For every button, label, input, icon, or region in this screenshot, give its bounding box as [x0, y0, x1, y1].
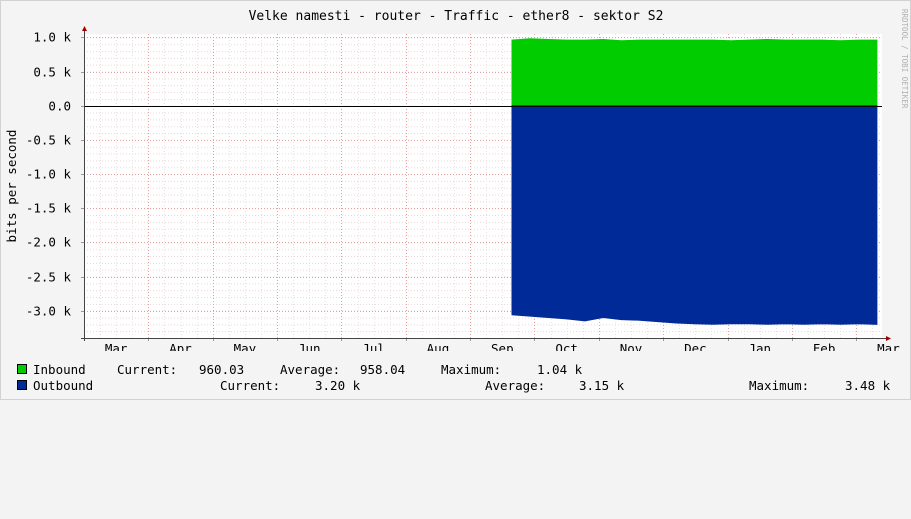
y-tick-label: 1.0 k	[33, 30, 71, 45]
inbound-swatch	[17, 364, 27, 374]
outbound-current-label: Current:	[220, 378, 281, 393]
x-tick-label: Jun	[298, 341, 321, 351]
x-axis-arrow	[886, 336, 891, 341]
x-tick-label: Mar	[105, 341, 128, 351]
legend-row-inbound: Inbound Current: 960.03 Average: 958.04 …	[17, 363, 582, 503]
y-tick-label: 0.5 k	[33, 65, 71, 80]
inbound-current-value: 960.03	[199, 362, 245, 377]
x-tick-label: Jul	[362, 341, 385, 351]
y-tick-label: -1.0 k	[26, 167, 72, 182]
inbound-average-label: Average:	[280, 362, 341, 377]
inbound-average-value: 958.04	[360, 362, 406, 377]
inbound-current-label: Current:	[117, 362, 178, 377]
outbound-name: Outbound	[33, 378, 94, 393]
series-area-outbound	[511, 105, 878, 325]
inbound-maximum-label: Maximum:	[441, 362, 502, 377]
x-tick-label: Oct	[555, 341, 578, 351]
inbound-maximum-value: 1.04 k	[537, 362, 583, 377]
outbound-average-value: 3.15 k	[579, 378, 625, 393]
traffic-chart: 1.0 k 0.5 k 0.0 -0.5 k -1.0 k -1.5 k -2.0 k -2.…	[4, 9, 909, 351]
outbound-average-label: Average:	[485, 378, 546, 393]
x-tick-label: May	[234, 341, 257, 351]
y-tick-label: 0.0	[48, 99, 71, 114]
y-tick-label: -2.5 k	[26, 270, 72, 285]
x-tick-label: Mar	[877, 341, 900, 351]
outbound-maximum-label: Maximum:	[749, 378, 810, 393]
outbound-current-value: 3.20 k	[315, 378, 361, 393]
chart-title: Velke namesti - router - Traffic - ether…	[249, 9, 664, 24]
x-tick-label: Nov	[620, 341, 643, 351]
y-tick-label: -0.5 k	[26, 133, 72, 148]
y-axis-label: bits per second	[4, 130, 19, 243]
outbound-maximum-value: 3.48 k	[845, 378, 891, 393]
x-tick-label: Dec	[684, 341, 707, 351]
x-tick-label: Jan	[748, 341, 771, 351]
x-tick-label: Aug	[427, 341, 450, 351]
x-tick-label: Apr	[169, 341, 192, 351]
x-tick-label: Feb	[813, 341, 836, 351]
inbound-name: Inbound	[33, 362, 86, 377]
y-tick-label: -2.0 k	[26, 235, 72, 250]
series-area-inbound	[511, 38, 878, 107]
rrdtool-watermark: RRDTOOL / TOBI OETIKER	[900, 9, 909, 109]
legend-row-outbound: Outbound Current: 3.20 k Average: 3.15 k…	[17, 379, 890, 519]
y-tick-label: -1.5 k	[26, 201, 72, 216]
x-tick-label: Sep	[491, 341, 514, 351]
graph-frame: 1.0 k 0.5 k 0.0 -0.5 k -1.0 k -1.5 k -2.0 k -2.…	[0, 0, 911, 400]
outbound-swatch	[17, 380, 27, 390]
y-tick-label: -3.0 k	[26, 304, 72, 319]
y-axis-arrow	[82, 26, 87, 31]
